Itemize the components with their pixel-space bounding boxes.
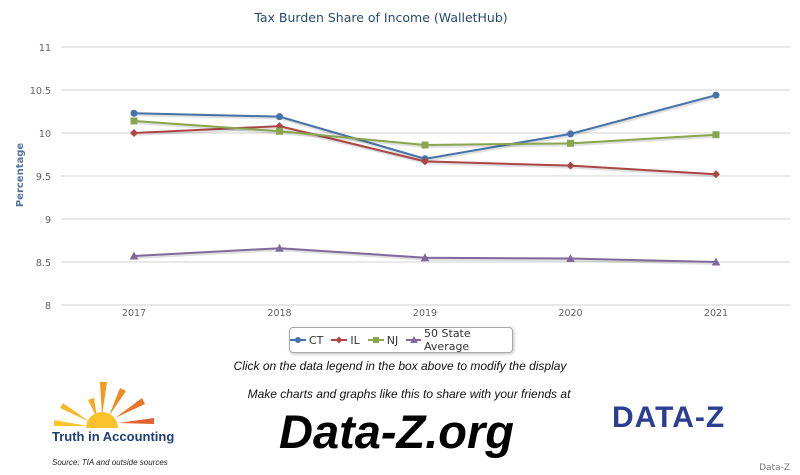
data-point[interactable] — [276, 127, 283, 135]
data-point[interactable] — [130, 117, 138, 125]
chart-title: Tax Burden Share of Income (WalletHub) — [253, 10, 507, 25]
y-tick-label: 8.5 — [36, 258, 51, 269]
legend-symbol — [331, 336, 348, 344]
gridlines — [61, 46, 790, 306]
x-tick-label: 2017 — [122, 308, 146, 319]
series-group — [129, 91, 721, 266]
series-50-state-average — [129, 243, 721, 266]
y-tick-label: 10 — [39, 129, 51, 140]
data-point[interactable] — [335, 336, 343, 344]
series-shadow — [134, 125, 718, 178]
legend-label: NJ — [386, 333, 399, 347]
legend-symbol — [290, 337, 306, 343]
data-point[interactable] — [712, 131, 720, 139]
legend-item-ct[interactable]: CT — [290, 334, 323, 347]
y-axis-label: Percentage — [15, 143, 26, 208]
x-tick-labels: 2017 2018 2019 2020 2021 — [122, 308, 728, 319]
data-point[interactable] — [130, 109, 138, 117]
data-point[interactable] — [421, 141, 429, 149]
credit-text: Data-Z — [759, 463, 790, 473]
legend-symbol — [367, 337, 384, 343]
data-point[interactable] — [566, 161, 575, 170]
series-il — [130, 122, 720, 179]
data-point[interactable] — [711, 257, 721, 266]
legend-item-50-state-average[interactable]: 50 State Average — [406, 327, 512, 353]
data-point[interactable] — [567, 139, 574, 147]
y-tick-label: 9 — [45, 215, 51, 226]
y-tick-label: 10.5 — [30, 86, 51, 97]
data-point[interactable] — [130, 129, 138, 137]
promo-text: Make charts and graphs like this to shar… — [247, 387, 571, 401]
legend-symbol — [406, 336, 422, 343]
legend-item-il[interactable]: IL — [331, 333, 360, 347]
legend: CT IL NJ 50 State Average — [289, 327, 513, 353]
data-point[interactable] — [410, 336, 419, 343]
data-point[interactable] — [295, 337, 301, 343]
y-tick-label: 8 — [45, 301, 51, 312]
y-tick-label: 9.5 — [36, 172, 51, 183]
data-point[interactable] — [566, 254, 575, 263]
data-point[interactable] — [421, 157, 429, 166]
site-name[interactable]: Data-Z.org — [279, 405, 514, 458]
x-tick-label: 2018 — [267, 308, 291, 319]
data-point[interactable] — [420, 253, 430, 262]
data-point[interactable] — [712, 170, 720, 179]
y-tick-label: 11 — [39, 43, 51, 54]
data-point[interactable] — [372, 337, 379, 343]
x-tick-label: 2020 — [558, 308, 582, 319]
legend-label: IL — [350, 333, 360, 347]
tia-name: Truth in Accounting — [52, 429, 175, 444]
series-nj — [130, 117, 720, 149]
source-note: Source: TIA and outside sources — [52, 458, 168, 467]
data-point[interactable] — [129, 251, 139, 260]
data-point[interactable] — [276, 113, 283, 121]
legend-item-nj[interactable]: NJ — [367, 333, 399, 347]
y-tick-labels: 8 8.5 9 9.5 10 10.5 11 — [30, 43, 51, 312]
data-z-logo: DATA-Z — [612, 401, 726, 434]
line-chart: Tax Burden Share of Income (WalletHub) P… — [15, 10, 790, 319]
legend-hint: Click on the data legend in the box abov… — [233, 359, 567, 373]
x-tick-label: 2021 — [704, 308, 728, 319]
legend-label: 50 State Average — [424, 327, 471, 353]
x-tick-label: 2019 — [413, 308, 437, 319]
tia-sunburst-logo — [50, 382, 200, 448]
data-point[interactable] — [712, 91, 720, 99]
legend-label: CT — [309, 333, 324, 347]
data-point[interactable] — [567, 130, 574, 138]
data-point[interactable] — [275, 243, 284, 252]
